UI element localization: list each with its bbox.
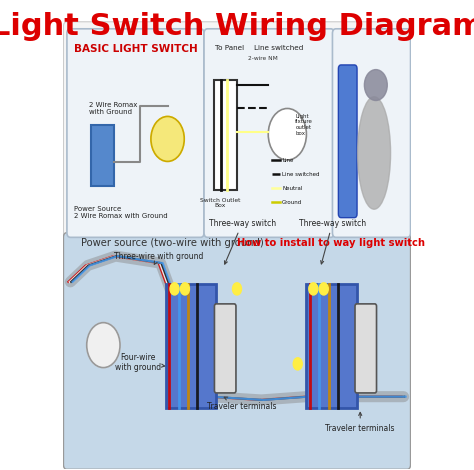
- FancyBboxPatch shape: [214, 304, 236, 393]
- Text: Four-wire
with ground: Four-wire with ground: [115, 353, 164, 372]
- Text: Three-way switch: Three-way switch: [299, 219, 366, 264]
- Text: Line switched: Line switched: [254, 45, 303, 51]
- FancyBboxPatch shape: [67, 29, 204, 237]
- FancyBboxPatch shape: [64, 233, 410, 470]
- FancyBboxPatch shape: [64, 22, 410, 240]
- Text: Three-wire with ground: Three-wire with ground: [114, 251, 204, 265]
- Text: Traveler terminals: Traveler terminals: [208, 397, 277, 410]
- Circle shape: [170, 283, 179, 295]
- Text: Switch Outlet
Box: Switch Outlet Box: [200, 197, 241, 208]
- Circle shape: [181, 283, 190, 295]
- Text: Traveler terminals: Traveler terminals: [326, 412, 395, 432]
- FancyBboxPatch shape: [306, 284, 357, 408]
- FancyBboxPatch shape: [332, 29, 410, 237]
- Circle shape: [309, 283, 318, 295]
- Text: Neutral: Neutral: [282, 186, 302, 191]
- Circle shape: [365, 70, 387, 101]
- Text: 2 Wire Romax
with Ground: 2 Wire Romax with Ground: [90, 102, 138, 115]
- Circle shape: [268, 109, 306, 160]
- Text: BASIC LIGHT SWITCH: BASIC LIGHT SWITCH: [74, 44, 198, 54]
- FancyBboxPatch shape: [204, 29, 334, 237]
- Text: 2-wire NM: 2-wire NM: [248, 55, 278, 61]
- Circle shape: [319, 283, 328, 295]
- Circle shape: [293, 358, 302, 370]
- Ellipse shape: [357, 97, 391, 209]
- FancyBboxPatch shape: [338, 65, 357, 218]
- Text: Light
fixture
outlet
box: Light fixture outlet box: [295, 114, 313, 136]
- Text: Line switched: Line switched: [282, 172, 319, 177]
- Text: Power source (two-wire with ground): Power source (two-wire with ground): [81, 238, 264, 248]
- Text: To Panel: To Panel: [216, 45, 245, 51]
- FancyBboxPatch shape: [91, 125, 114, 186]
- Circle shape: [87, 322, 120, 368]
- FancyBboxPatch shape: [355, 304, 376, 393]
- FancyBboxPatch shape: [214, 80, 237, 190]
- Text: How to install to way light switch: How to install to way light switch: [237, 238, 425, 248]
- Text: Ground: Ground: [282, 200, 302, 205]
- Circle shape: [151, 117, 184, 161]
- Text: Line: Line: [282, 157, 293, 163]
- Circle shape: [232, 283, 242, 295]
- Text: Light Switch Wiring Diagram: Light Switch Wiring Diagram: [0, 12, 474, 41]
- FancyBboxPatch shape: [166, 284, 216, 408]
- Text: Power Source
2 Wire Romax with Ground: Power Source 2 Wire Romax with Ground: [74, 206, 167, 219]
- Text: Three-way switch: Three-way switch: [209, 219, 276, 264]
